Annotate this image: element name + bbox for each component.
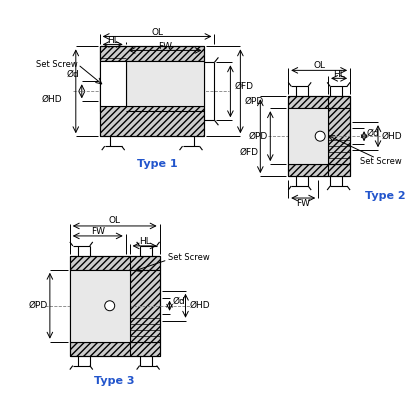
- Bar: [288, 108, 328, 164]
- Circle shape: [315, 131, 325, 141]
- Circle shape: [105, 301, 115, 311]
- Text: ØFD: ØFD: [234, 82, 253, 91]
- Text: Type 1: Type 1: [137, 159, 177, 169]
- Text: OL: OL: [151, 28, 163, 37]
- Text: Ød: Ød: [173, 297, 185, 306]
- Bar: [288, 96, 350, 108]
- Text: OL: OL: [313, 61, 325, 70]
- Bar: [130, 270, 160, 342]
- Text: Set Screw: Set Screw: [36, 60, 78, 69]
- Text: ØPD: ØPD: [29, 301, 48, 310]
- Text: ØFD: ØFD: [239, 148, 258, 157]
- Bar: [100, 62, 126, 106]
- Bar: [100, 47, 126, 111]
- Text: Set Screw: Set Screw: [360, 156, 402, 166]
- Bar: [100, 106, 205, 136]
- Text: FW: FW: [158, 42, 172, 51]
- Bar: [70, 270, 130, 342]
- Text: HL: HL: [139, 238, 151, 246]
- Text: Ød: Ød: [367, 129, 380, 138]
- Text: HL: HL: [333, 70, 345, 79]
- Bar: [328, 108, 350, 164]
- Text: ØPD: ØPD: [249, 132, 268, 141]
- Text: ØHD: ØHD: [41, 95, 62, 104]
- Bar: [126, 62, 205, 106]
- Bar: [100, 47, 205, 62]
- Bar: [288, 164, 350, 176]
- Text: Type 3: Type 3: [94, 376, 135, 386]
- Text: FW: FW: [296, 198, 310, 208]
- Bar: [70, 342, 160, 356]
- Text: OL: OL: [109, 216, 121, 225]
- Text: ØHD: ØHD: [190, 301, 210, 310]
- Text: ØPD: ØPD: [244, 97, 264, 106]
- Bar: [70, 256, 160, 270]
- Text: Ød: Ød: [67, 70, 80, 79]
- Text: Type 2: Type 2: [365, 191, 406, 201]
- Text: Set Screw: Set Screw: [168, 253, 209, 262]
- Text: FW: FW: [91, 228, 105, 236]
- Text: HL: HL: [107, 36, 119, 45]
- Text: ØHD: ØHD: [382, 132, 403, 141]
